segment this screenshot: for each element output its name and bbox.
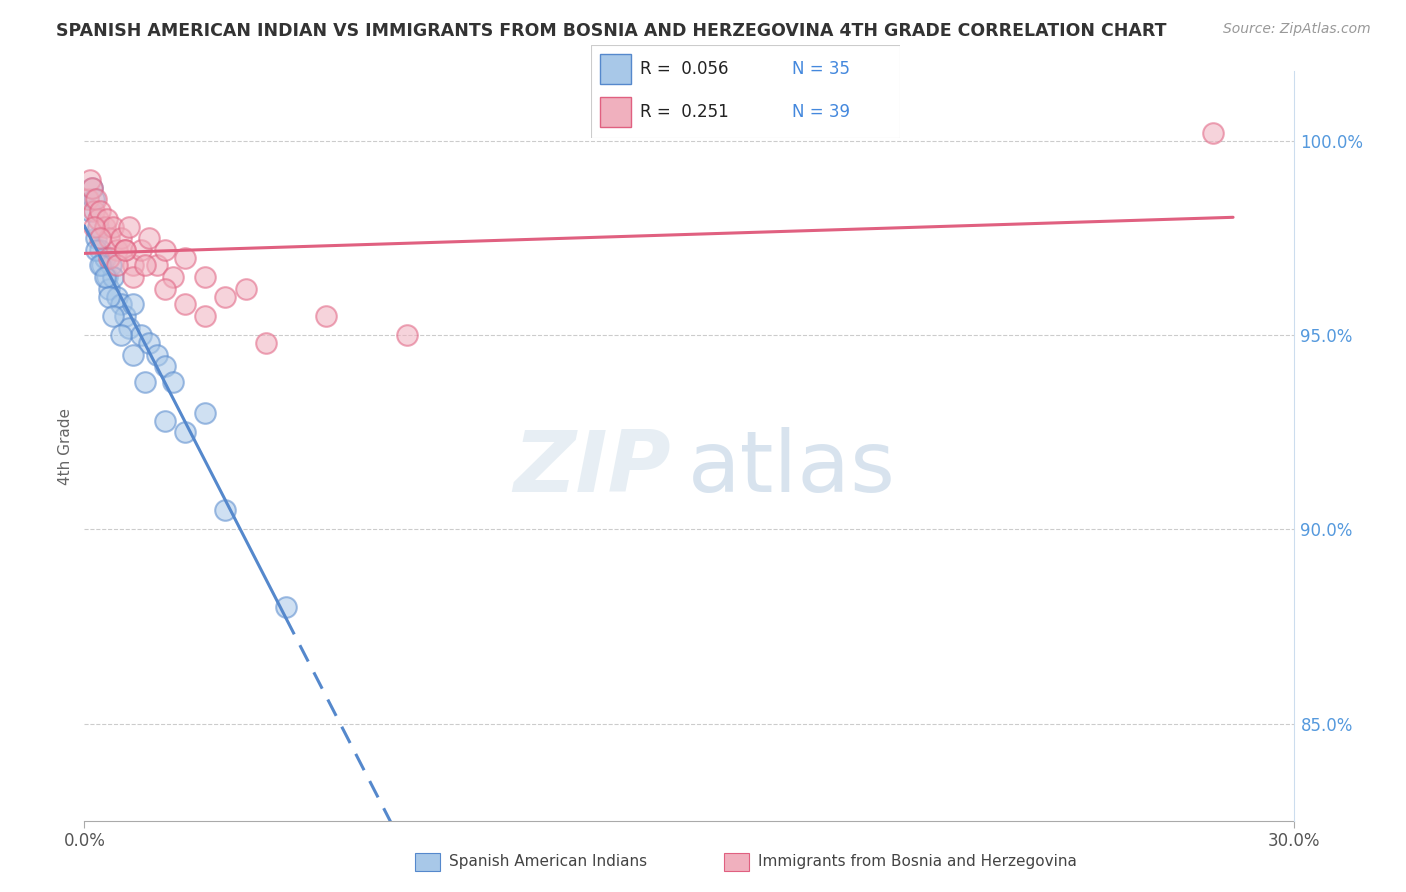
Point xyxy=(174,251,197,265)
Text: Immigrants from Bosnia and Herzegovina: Immigrants from Bosnia and Herzegovina xyxy=(758,855,1077,869)
Point xyxy=(105,289,128,303)
Point xyxy=(83,204,105,219)
Point xyxy=(194,406,217,420)
Point xyxy=(274,600,297,615)
Point xyxy=(93,219,115,234)
Point xyxy=(129,328,152,343)
Point xyxy=(138,336,160,351)
Point xyxy=(86,231,108,245)
Point xyxy=(110,328,132,343)
Point xyxy=(97,282,120,296)
Point xyxy=(114,243,136,257)
Point xyxy=(134,375,156,389)
Point xyxy=(89,204,111,219)
Point xyxy=(93,270,115,285)
Point xyxy=(83,219,105,234)
Point xyxy=(174,297,197,311)
Point xyxy=(77,193,100,207)
Point xyxy=(214,289,236,303)
Point xyxy=(101,219,124,234)
Bar xyxy=(600,97,631,127)
Point xyxy=(214,503,236,517)
Point xyxy=(129,243,152,257)
Text: R =  0.251: R = 0.251 xyxy=(640,103,728,121)
Point xyxy=(79,204,101,219)
Text: ZIP: ZIP xyxy=(513,427,671,510)
Point xyxy=(97,289,120,303)
Point xyxy=(105,243,128,257)
Point xyxy=(89,259,111,273)
Point xyxy=(194,309,217,323)
Point xyxy=(101,309,124,323)
Point xyxy=(315,309,337,323)
Point xyxy=(146,259,169,273)
Point xyxy=(97,231,120,245)
Point xyxy=(153,414,176,428)
Point xyxy=(121,259,143,273)
Point xyxy=(114,309,136,323)
Point xyxy=(89,243,111,257)
Point xyxy=(194,270,217,285)
Point xyxy=(1202,127,1225,141)
Text: N = 35: N = 35 xyxy=(792,60,849,78)
Point xyxy=(87,211,110,226)
Text: SPANISH AMERICAN INDIAN VS IMMIGRANTS FROM BOSNIA AND HERZEGOVINA 4TH GRADE CORR: SPANISH AMERICAN INDIAN VS IMMIGRANTS FR… xyxy=(56,22,1167,40)
Text: N = 39: N = 39 xyxy=(792,103,849,121)
Point xyxy=(134,259,156,273)
Point xyxy=(118,320,141,334)
Point xyxy=(105,259,128,273)
Point xyxy=(162,375,184,389)
Point xyxy=(97,251,120,265)
Point xyxy=(96,211,118,226)
Text: Spanish American Indians: Spanish American Indians xyxy=(449,855,647,869)
Bar xyxy=(600,54,631,84)
Text: Source: ZipAtlas.com: Source: ZipAtlas.com xyxy=(1223,22,1371,37)
Point xyxy=(86,243,108,257)
Point xyxy=(114,243,136,257)
Point xyxy=(235,282,257,296)
Point xyxy=(100,259,122,273)
Text: R =  0.056: R = 0.056 xyxy=(640,60,728,78)
Point xyxy=(83,193,105,207)
Point xyxy=(153,359,176,374)
Point xyxy=(82,181,104,195)
Point xyxy=(118,219,141,234)
Point xyxy=(93,251,115,265)
Point xyxy=(395,328,418,343)
Point xyxy=(121,348,143,362)
Y-axis label: 4th Grade: 4th Grade xyxy=(58,408,73,484)
Point xyxy=(153,282,176,296)
Point xyxy=(101,270,124,285)
Point xyxy=(86,193,108,207)
Point xyxy=(121,270,143,285)
Point xyxy=(87,219,110,234)
Point xyxy=(91,259,114,273)
Point xyxy=(254,336,277,351)
Point xyxy=(79,173,101,187)
Point xyxy=(96,270,118,285)
Point xyxy=(174,425,197,440)
Point xyxy=(162,270,184,285)
Point xyxy=(110,297,132,311)
Point xyxy=(153,243,176,257)
Point xyxy=(121,297,143,311)
Point xyxy=(138,231,160,245)
Point xyxy=(146,348,169,362)
Point xyxy=(89,231,111,245)
Point xyxy=(110,231,132,245)
Text: atlas: atlas xyxy=(688,427,896,510)
Point xyxy=(82,181,104,195)
